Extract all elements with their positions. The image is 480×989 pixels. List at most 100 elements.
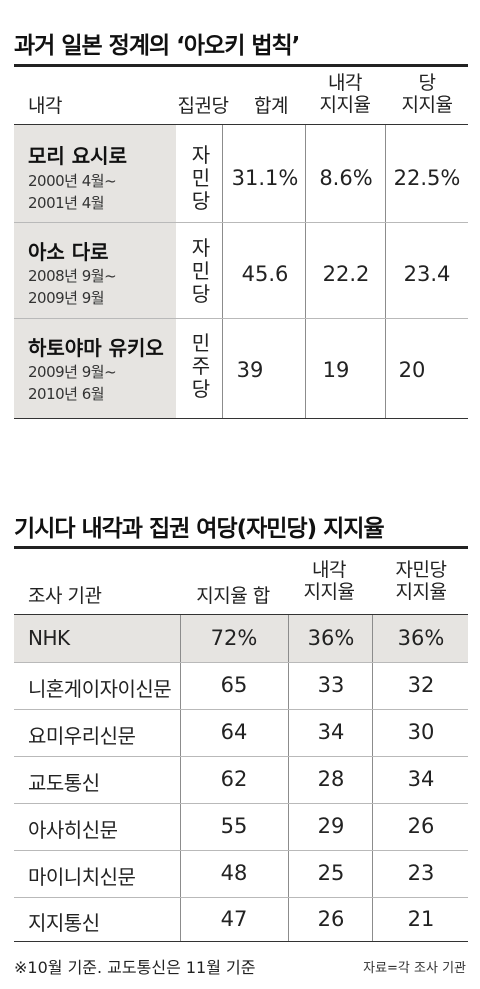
table2-row-total: 72% bbox=[210, 626, 258, 650]
table2-row-ldp: 32 bbox=[407, 673, 435, 697]
table2-header-ldp-line1: 자민당 bbox=[395, 559, 447, 581]
table2-bottom-rule bbox=[14, 941, 468, 942]
table2-row-total: 65 bbox=[220, 673, 248, 697]
table1-row-total: 39 bbox=[236, 358, 264, 382]
table1-row-divider bbox=[14, 222, 468, 223]
table2-footnote: ※10월 기준. 교도통신은 11월 기준 bbox=[14, 958, 256, 977]
table1-row-party-char: 민 bbox=[191, 166, 211, 190]
table1-row-period: 2000년 4월~ 2001년 4월 bbox=[28, 170, 117, 214]
table1-row-party-char: 당 bbox=[191, 377, 211, 401]
table1-header-party-rate-line1: 당 bbox=[418, 72, 436, 94]
table1-row-cabinet-rate: 22.2 bbox=[322, 262, 370, 286]
table2-row-divider bbox=[14, 897, 468, 898]
table1-header-cabinet: 내각 bbox=[28, 95, 62, 117]
table2-header-cabinet: 내각 지지율 bbox=[288, 559, 370, 603]
table2-row-cabinet: 28 bbox=[317, 767, 345, 791]
table2-nhk-shade bbox=[14, 615, 468, 662]
table2-vline-1 bbox=[180, 615, 181, 941]
table1-row-period-end: 2010년 6월 bbox=[28, 385, 105, 403]
table1-row-party: 자 민 당 bbox=[188, 144, 214, 213]
table1-row-party-char: 당 bbox=[191, 189, 211, 213]
table2-row-cabinet: 33 bbox=[317, 673, 345, 697]
table1-row-party-char: 자 bbox=[191, 236, 211, 260]
table2-header-ldp-line2: 지지율 bbox=[395, 581, 447, 603]
table1-row-party-rate: 22.5% bbox=[393, 166, 461, 190]
table2-row-divider bbox=[14, 803, 468, 804]
table1-row-party-char: 당 bbox=[191, 282, 211, 306]
table1-row-period: 2009년 9월~ 2010년 6월 bbox=[28, 361, 117, 405]
table2-row-divider bbox=[14, 662, 468, 663]
table1-row-party-char: 민 bbox=[191, 259, 211, 283]
table2-row-total: 64 bbox=[220, 720, 248, 744]
table1-header-cabinet-rate-line1: 내각 bbox=[328, 72, 362, 94]
table1-row-party-char: 주 bbox=[191, 354, 211, 378]
table2-row-cabinet: 34 bbox=[317, 720, 345, 744]
table2-header-ldp: 자민당 지지율 bbox=[374, 559, 468, 603]
table1-row-period-start: 2000년 4월~ bbox=[28, 172, 117, 190]
table2-header-cabinet-line2: 지지율 bbox=[303, 581, 355, 603]
table2-row-agency: 지지통신 bbox=[28, 911, 100, 935]
table1-cabinet-shade bbox=[14, 125, 176, 418]
table1-row-party-rate: 23.4 bbox=[403, 262, 451, 286]
table1-bottom-rule bbox=[14, 418, 468, 419]
table2-row-total: 47 bbox=[220, 907, 248, 931]
table2-row-divider bbox=[14, 850, 468, 851]
table2-header-total: 지지율 합 bbox=[196, 585, 270, 607]
table1-vline-3 bbox=[385, 125, 386, 418]
table2-row-agency: 마이니치신문 bbox=[28, 865, 136, 889]
table2-row-divider bbox=[14, 756, 468, 757]
table1-row-period-end: 2001년 4월 bbox=[28, 194, 105, 212]
table1-row-total: 45.6 bbox=[241, 262, 289, 286]
table1-title: 과거 일본 정계의 ‘아오키 법칙’ bbox=[14, 33, 300, 59]
table1-row-party: 자 민 당 bbox=[188, 237, 214, 306]
table2-row-cabinet: 25 bbox=[317, 861, 345, 885]
table2-top-rule bbox=[14, 546, 468, 549]
table1-row-divider bbox=[14, 318, 468, 319]
table2-source: 자료=각 조사 기관 bbox=[363, 961, 466, 976]
table1-row-period-end: 2009년 9월 bbox=[28, 289, 105, 307]
table2-row-total: 55 bbox=[220, 814, 248, 838]
table1-row-cabinet-rate: 19 bbox=[322, 358, 350, 382]
table1-top-rule bbox=[14, 64, 468, 67]
table2-header-cabinet-line1: 내각 bbox=[312, 559, 346, 581]
table2-row-agency: 아사히신문 bbox=[28, 818, 118, 842]
table1-header-cabinet-rate-line2: 지지율 bbox=[319, 94, 371, 116]
table2-row-total: 62 bbox=[220, 767, 248, 791]
table2-row-ldp: 36% bbox=[397, 626, 445, 650]
table1-row-name: 하토야마 유키오 bbox=[28, 336, 164, 360]
table2-header-rule bbox=[14, 614, 468, 615]
table2-vline-3 bbox=[372, 615, 373, 941]
table1-row-total: 31.1% bbox=[231, 166, 299, 190]
table2-row-ldp: 30 bbox=[407, 720, 435, 744]
table1-row-name: 아소 다로 bbox=[28, 240, 109, 264]
table2-row-divider bbox=[14, 709, 468, 710]
table1-header-party: 집권당 bbox=[177, 95, 229, 117]
table1-header-total: 합계 bbox=[254, 95, 288, 117]
table1-header-cabinet-rate: 내각 지지율 bbox=[306, 72, 384, 116]
table1-row-party: 민 주 당 bbox=[188, 332, 214, 401]
table2-row-cabinet: 36% bbox=[307, 626, 355, 650]
table2-row-agency: 교도통신 bbox=[28, 771, 100, 795]
table1-row-period: 2008년 9월~ 2009년 9월 bbox=[28, 265, 117, 309]
table1-row-party-char: 민 bbox=[191, 331, 211, 355]
table2-row-cabinet: 26 bbox=[317, 907, 345, 931]
table2-row-ldp: 34 bbox=[407, 767, 435, 791]
table1-vline-1 bbox=[222, 125, 223, 418]
table2-row-total: 48 bbox=[220, 861, 248, 885]
table1-header-party-rate: 당 지지율 bbox=[386, 72, 468, 116]
table2-row-ldp: 21 bbox=[407, 907, 435, 931]
table1-row-name: 모리 요시로 bbox=[28, 144, 127, 168]
table2-row-agency: 니혼게이자이신문 bbox=[28, 677, 172, 701]
table2-title: 기시다 내각과 집권 여당(자민당) 지지율 bbox=[14, 516, 385, 542]
table1-row-period-start: 2009년 9월~ bbox=[28, 363, 117, 381]
table1-row-party-rate: 20 bbox=[398, 358, 426, 382]
table2-row-agency: 요미우리신문 bbox=[28, 724, 136, 748]
table2-row-agency: NHK bbox=[28, 626, 70, 650]
table2-row-ldp: 23 bbox=[407, 861, 435, 885]
table1-header-party-rate-line2: 지지율 bbox=[401, 94, 453, 116]
table1-row-period-start: 2008년 9월~ bbox=[28, 267, 117, 285]
table2-vline-2 bbox=[288, 615, 289, 941]
table1-row-cabinet-rate: 8.6% bbox=[319, 166, 373, 190]
table2-row-cabinet: 29 bbox=[317, 814, 345, 838]
table1-vline-2 bbox=[305, 125, 306, 418]
